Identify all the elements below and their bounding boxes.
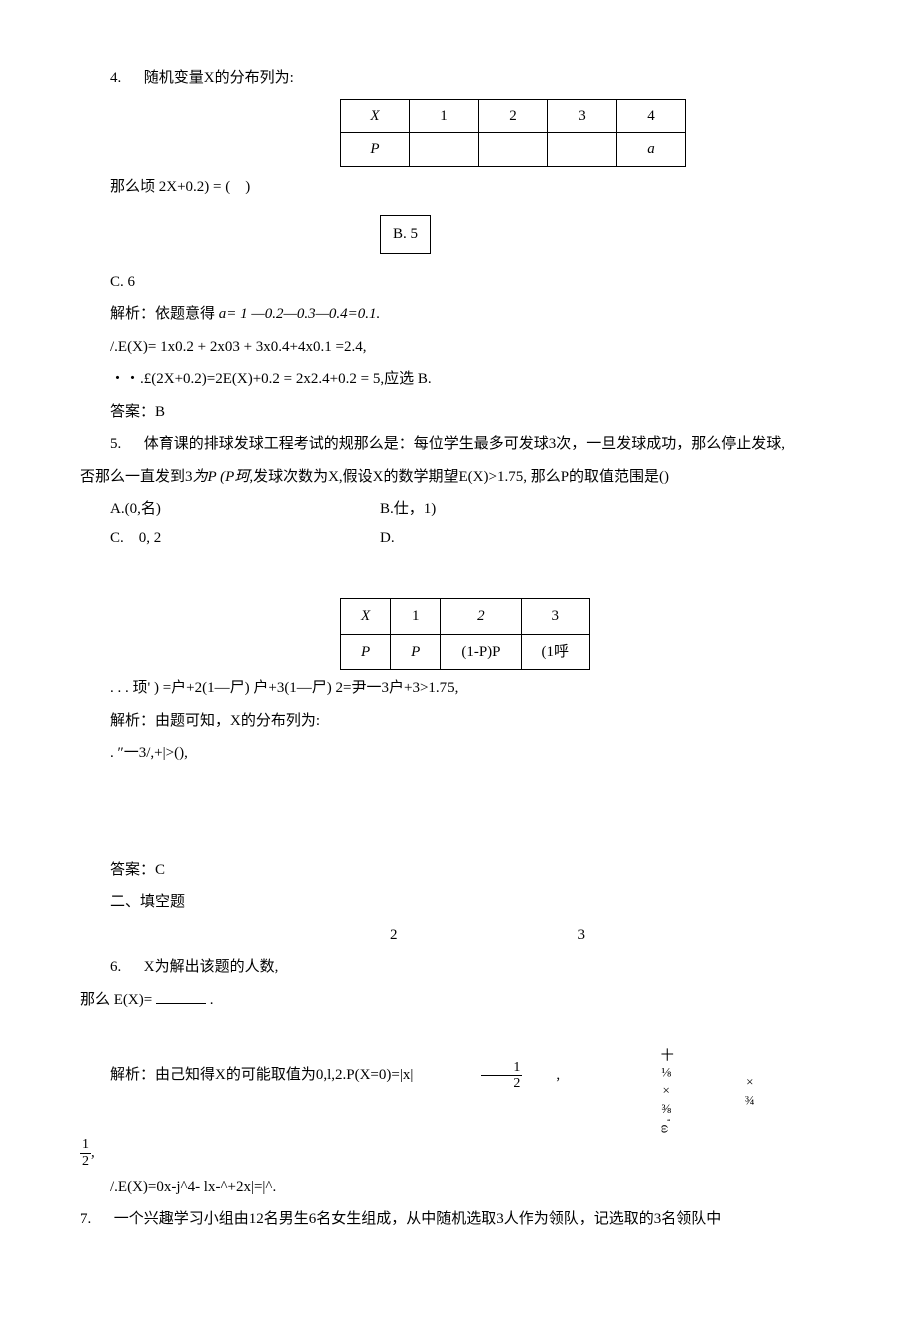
vertical-glyphs: 十 ⅛ × ⅜ ' ω (658, 1018, 674, 1133)
q6-ex-line: /.E(X)=0x-j^4- lx-^+2x|=|^. (80, 1173, 840, 1202)
q4-ex-line: /.E(X)= 1x0.2 + 2x03 + 3x0.4+4x0.1 =2.4, (80, 333, 840, 362)
q4-option-b-box: B. 5 (80, 205, 840, 264)
q5-line1: 5. 体育课的排球发球工程考试的规那么是：每位学生最多可发球3次，一旦发球成功，… (80, 430, 840, 459)
table-cell: X (341, 99, 410, 133)
table-cell: 3 (548, 99, 617, 133)
table-cell: a (617, 133, 686, 167)
table-cell: 2 (441, 599, 521, 635)
q5-answer: 答案：C (80, 856, 840, 885)
q6-analysis: 解析：由己知得X的可能取值为0,l,2.P(X=0)=|x| (80, 1061, 413, 1090)
vertical-glyphs-2: × ¾ (742, 1044, 758, 1107)
q5-opt-d: D. (380, 524, 840, 553)
table-cell: 4 (617, 99, 686, 133)
q4-intro-text: 随机变量X的分布列为: (144, 70, 294, 86)
q4-analysis-label: 解析：依题意得 (110, 306, 215, 322)
q5-options-row1: A.(0,名) B.仕，1) (80, 495, 840, 524)
q4-option-c: C. 6 (80, 268, 840, 297)
q6-line2: 那么 E(X)= . (80, 986, 840, 1015)
fill-blank (156, 988, 206, 1004)
table-cell: (1呼 (521, 634, 590, 670)
q5-line2: 否那么一直发到3为P (P珂,发球次数为X,假设X的数学期望E(X)>1.75,… (80, 463, 840, 492)
q6-text1: X为解出该题的人数, (144, 959, 279, 975)
q5-opt-a: A.(0,名) (80, 495, 380, 524)
q4-answer: 答案：B (80, 398, 840, 427)
q4-dist-table: X 1 2 3 4 P a (340, 99, 686, 167)
table-cell: X (341, 599, 391, 635)
q5-text2b: 发球次数为X,假设X的数学期望E(X)>1.75, 那么P的取值范围是() (253, 469, 669, 485)
q4-intro: 4. 随机变量X的分布列为: (80, 64, 840, 93)
q5-opt-b: B.仕，1) (380, 495, 840, 524)
q4-analysis-a: a= 1 —0.2—0.3—0.4=0.1. (219, 306, 381, 322)
q5-text1: 体育课的排球发球工程考试的规那么是：每位学生最多可发球3次，一旦发球成功，那么停… (144, 436, 785, 452)
table-cell: 2 (479, 99, 548, 133)
q6-line1: 6. X为解出该题的人数, (80, 953, 840, 982)
q4-analysis: 解析：依题意得 a= 1 —0.2—0.3—0.4=0.1. (80, 300, 840, 329)
q6-frac-line: 1 2 , (80, 1137, 840, 1169)
fraction-1-2: 1 2 (481, 1060, 522, 1092)
table-cell (410, 133, 479, 167)
q4-option-b: B. 5 (380, 215, 431, 254)
q6-analysis-row: 解析：由己知得X的可能取值为0,l,2.P(X=0)=|x| 1 2 , 十 ⅛… (80, 1018, 840, 1133)
table-cell: 1 (410, 99, 479, 133)
q5-expr-line: . . . 顼' ) =户+2(1—尸) 户+3(1—尸) 2=尹一3户+3>1… (80, 674, 840, 703)
table-cell (548, 133, 617, 167)
q5-opt-c: C. 0, 2 (80, 524, 380, 553)
q5-cond-line: . ″一3/,+|>(), (80, 739, 840, 768)
q6-text2pre: 那么 E(X)= (80, 992, 156, 1008)
table-cell: 1 (391, 599, 441, 635)
q5-dist-table: X 1 2 3 P P (1-P)P (1呼 (340, 598, 590, 670)
q5-number: 5. (110, 436, 121, 452)
q7-line: 7. 一个兴趣学习小组由12名男生6名女生组成，从中随机选取3人作为领队，记选取… (80, 1205, 840, 1234)
table-cell (479, 133, 548, 167)
q5-text2a: 否那么一直发到3 (80, 469, 193, 485)
table-cell: P (341, 634, 391, 670)
q5-options-row2: C. 0, 2 D. (80, 524, 840, 553)
q4-conc-line: ・・.£(2X+0.2)=2E(X)+0.2 = 2x2.4+0.2 = 5,应… (80, 365, 840, 394)
section2-heading: 二、填空题 (80, 888, 840, 917)
fraction-1-2-small: 1 2 (80, 1137, 91, 1169)
q6-midnum-3: 3 (548, 921, 586, 950)
q6-midnums: 2 3 (80, 921, 840, 950)
q7-text: 一个兴趣学习小组由12名男生6名女生组成，从中随机选取3人作为领队，记选取的3名… (114, 1211, 722, 1227)
q6-text2post: . (206, 992, 214, 1008)
q5-analysis-line: 解析：由题可知，X的分布列为: (80, 707, 840, 736)
q6-midnum-2: 2 (360, 921, 398, 950)
q6-number: 6. (110, 959, 121, 975)
table-cell: P (391, 634, 441, 670)
q7-number: 7. (80, 1211, 91, 1227)
q5-text2i: 为P (P珂, (193, 469, 254, 485)
table-cell: 3 (521, 599, 590, 635)
table-cell: (1-P)P (441, 634, 521, 670)
table-cell: P (341, 133, 410, 167)
q4-number: 4. (110, 70, 121, 86)
q4-equation: 那么顷 2X+0.2) = ( ) (80, 173, 840, 202)
